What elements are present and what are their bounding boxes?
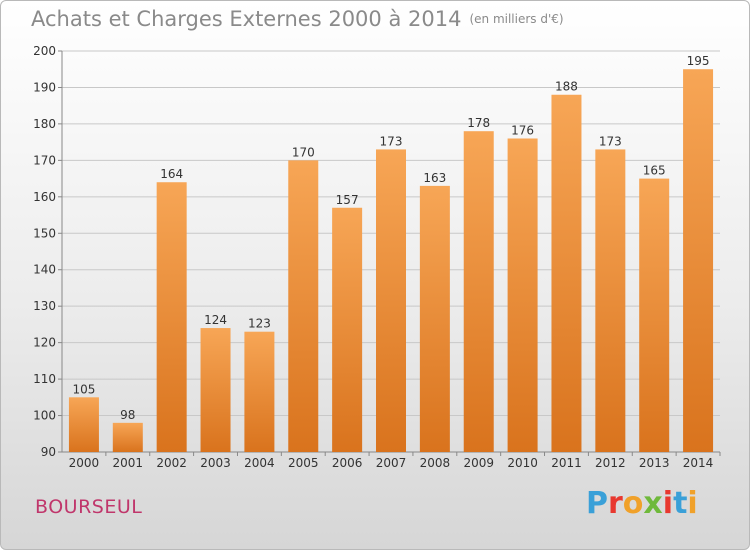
y-tick-label: 110	[33, 372, 56, 386]
bar	[639, 178, 670, 452]
bar-value-label: 163	[423, 171, 446, 185]
y-tick-label: 90	[41, 445, 56, 459]
bar	[551, 94, 582, 452]
bar	[595, 149, 626, 452]
x-tick-label: 2001	[113, 456, 144, 470]
x-tick-label: 2011	[551, 456, 582, 470]
bar	[156, 182, 187, 452]
bar-value-label: 98	[120, 408, 135, 422]
data-labels: 105 98 164 124 123 170 157 173 163 178 176 188 173 16…	[72, 54, 709, 422]
chart-subtitle: (en milliers d'€)	[469, 12, 564, 26]
y-tick-label: 100	[33, 409, 56, 423]
y-tick-labels: 90 100 110 120 130 140 150 160 170 180 190 200	[33, 44, 56, 459]
bar-value-label: 165	[643, 164, 666, 178]
x-tick-label: 2006	[332, 456, 363, 470]
proxiti-logo: Proxiti	[586, 486, 698, 521]
y-tick-label: 160	[33, 190, 56, 204]
x-tick-label: 2010	[507, 456, 538, 470]
y-tick-label: 200	[33, 44, 56, 58]
x-tick-label: 2004	[244, 456, 275, 470]
bar-value-label: 123	[248, 317, 271, 331]
bar	[200, 328, 231, 452]
bar	[68, 397, 99, 452]
x-tick-label: 2003	[200, 456, 231, 470]
y-tick-label: 150	[33, 226, 56, 240]
y-tick-label: 170	[33, 153, 56, 167]
x-tick-label: 2014	[683, 456, 714, 470]
x-tick-label: 2002	[156, 456, 187, 470]
bar-value-label: 173	[380, 134, 403, 148]
commune-name: BOURSEUL	[35, 496, 143, 518]
bar-value-label: 176	[511, 123, 534, 137]
bar-value-label: 173	[599, 134, 622, 148]
y-tick-label: 130	[33, 299, 56, 313]
y-tick-label: 190	[33, 80, 56, 94]
bar	[683, 69, 714, 453]
bars	[68, 69, 714, 453]
bar	[244, 331, 275, 452]
bar-value-label: 105	[72, 382, 95, 396]
x-tick-label: 2012	[595, 456, 626, 470]
bar	[288, 160, 319, 452]
x-tick-label: 2005	[288, 456, 319, 470]
bar-value-label: 178	[467, 116, 490, 130]
y-tick-label: 140	[33, 263, 56, 277]
x-tick-labels: 2000 2001 2002 2003 2004 2005 2006 2007 2008 2009…	[69, 456, 714, 470]
bar	[419, 185, 450, 452]
bar-value-label: 195	[687, 54, 710, 68]
bar-value-label: 157	[336, 193, 359, 207]
y-tick-label: 120	[33, 336, 56, 350]
x-tick-label: 2013	[639, 456, 670, 470]
x-tick-label: 2000	[69, 456, 100, 470]
chart-title: Achats et Charges Externes 2000 à 2014 (e…	[31, 7, 564, 31]
bar	[112, 422, 143, 452]
bar	[332, 207, 363, 452]
y-tick-label: 180	[33, 117, 56, 131]
bar	[376, 149, 406, 452]
title-text: Achats et Charges Externes 2000 à 2014	[31, 7, 462, 31]
bar	[507, 138, 538, 452]
x-tick-label: 2009	[463, 456, 494, 470]
bar	[463, 131, 494, 452]
bar-value-label: 164	[160, 167, 183, 181]
bar-value-label: 188	[555, 80, 578, 94]
x-tick-label: 2008	[420, 456, 451, 470]
bar-value-label: 124	[204, 313, 227, 327]
x-tick-label: 2007	[376, 456, 407, 470]
bar-value-label: 170	[292, 145, 315, 159]
